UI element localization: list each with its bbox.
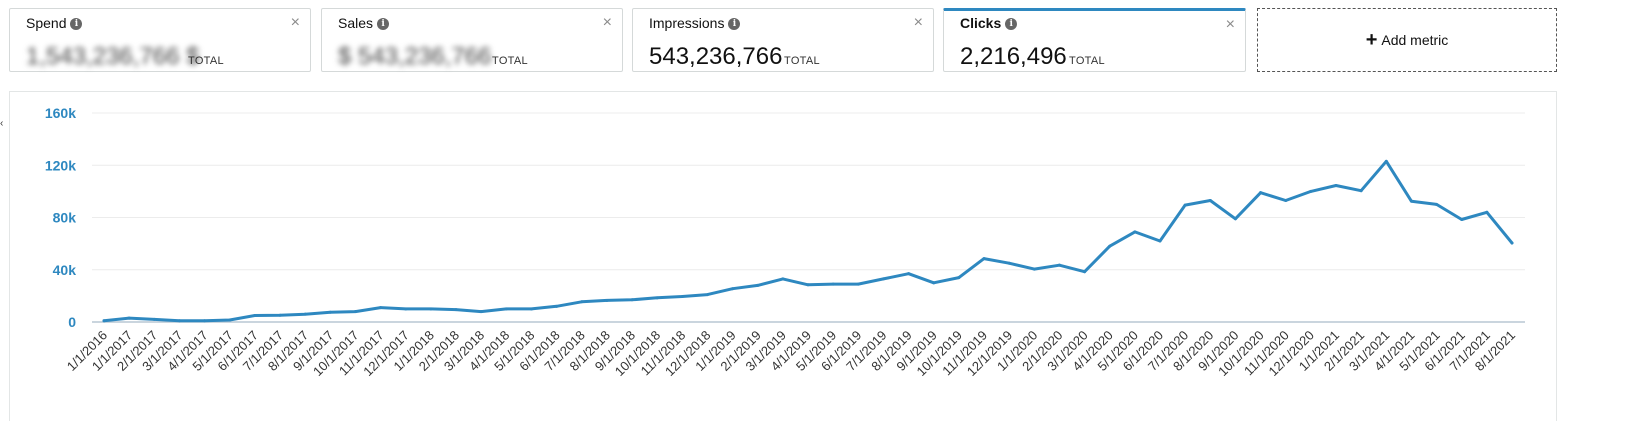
data-point bbox=[1511, 241, 1514, 244]
data-point bbox=[1284, 199, 1287, 202]
data-point bbox=[530, 307, 533, 310]
data-point bbox=[354, 310, 357, 313]
data-point bbox=[103, 319, 106, 322]
data-point bbox=[1485, 211, 1488, 214]
data-point bbox=[631, 298, 634, 301]
data-point bbox=[1385, 160, 1388, 163]
data-point bbox=[555, 305, 558, 308]
data-point bbox=[1410, 200, 1413, 203]
data-point bbox=[228, 319, 231, 322]
data-point bbox=[1133, 230, 1136, 233]
data-point bbox=[1184, 204, 1187, 207]
y-tick-label: 120k bbox=[45, 157, 76, 173]
data-point bbox=[304, 313, 307, 316]
data-point bbox=[329, 311, 332, 314]
data-point bbox=[379, 306, 382, 309]
y-tick-label: 40k bbox=[53, 262, 77, 278]
data-point bbox=[1159, 240, 1162, 243]
data-point bbox=[279, 314, 282, 317]
data-point bbox=[983, 257, 986, 260]
data-point bbox=[1083, 270, 1086, 273]
data-point bbox=[455, 308, 458, 311]
data-point bbox=[505, 307, 508, 310]
data-point bbox=[1259, 191, 1262, 194]
data-point bbox=[404, 307, 407, 310]
data-point bbox=[128, 317, 131, 320]
series-line-clicks bbox=[104, 161, 1512, 320]
data-point bbox=[907, 272, 910, 275]
data-point bbox=[429, 307, 432, 310]
data-point bbox=[1360, 189, 1363, 192]
data-point bbox=[1309, 190, 1312, 193]
data-point bbox=[656, 296, 659, 299]
data-point bbox=[882, 277, 885, 280]
data-point bbox=[253, 314, 256, 317]
data-point bbox=[857, 283, 860, 286]
data-point bbox=[807, 283, 810, 286]
clicks-line-chart: 040k80k120k160k1/1/20161/1/20172/1/20173… bbox=[0, 0, 1637, 425]
data-point bbox=[1058, 264, 1061, 267]
data-point bbox=[756, 284, 759, 287]
y-tick-label: 160k bbox=[45, 105, 76, 121]
data-point bbox=[605, 299, 608, 302]
data-point bbox=[957, 276, 960, 279]
data-point bbox=[178, 319, 181, 322]
data-point bbox=[706, 293, 709, 296]
data-point bbox=[1108, 245, 1111, 248]
data-point bbox=[1008, 262, 1011, 265]
data-point bbox=[480, 310, 483, 313]
data-point bbox=[203, 319, 206, 322]
data-point bbox=[1435, 203, 1438, 206]
data-point bbox=[1335, 184, 1338, 187]
data-point bbox=[1033, 268, 1036, 271]
data-point bbox=[681, 295, 684, 298]
data-point bbox=[832, 283, 835, 286]
data-point bbox=[1460, 218, 1463, 221]
data-point bbox=[153, 318, 156, 321]
data-point bbox=[580, 300, 583, 303]
data-point bbox=[1209, 199, 1212, 202]
data-point bbox=[1234, 217, 1237, 220]
data-point bbox=[731, 287, 734, 290]
y-tick-label: 0 bbox=[68, 314, 76, 330]
y-tick-label: 80k bbox=[53, 210, 77, 226]
data-point bbox=[781, 277, 784, 280]
data-point bbox=[932, 281, 935, 284]
